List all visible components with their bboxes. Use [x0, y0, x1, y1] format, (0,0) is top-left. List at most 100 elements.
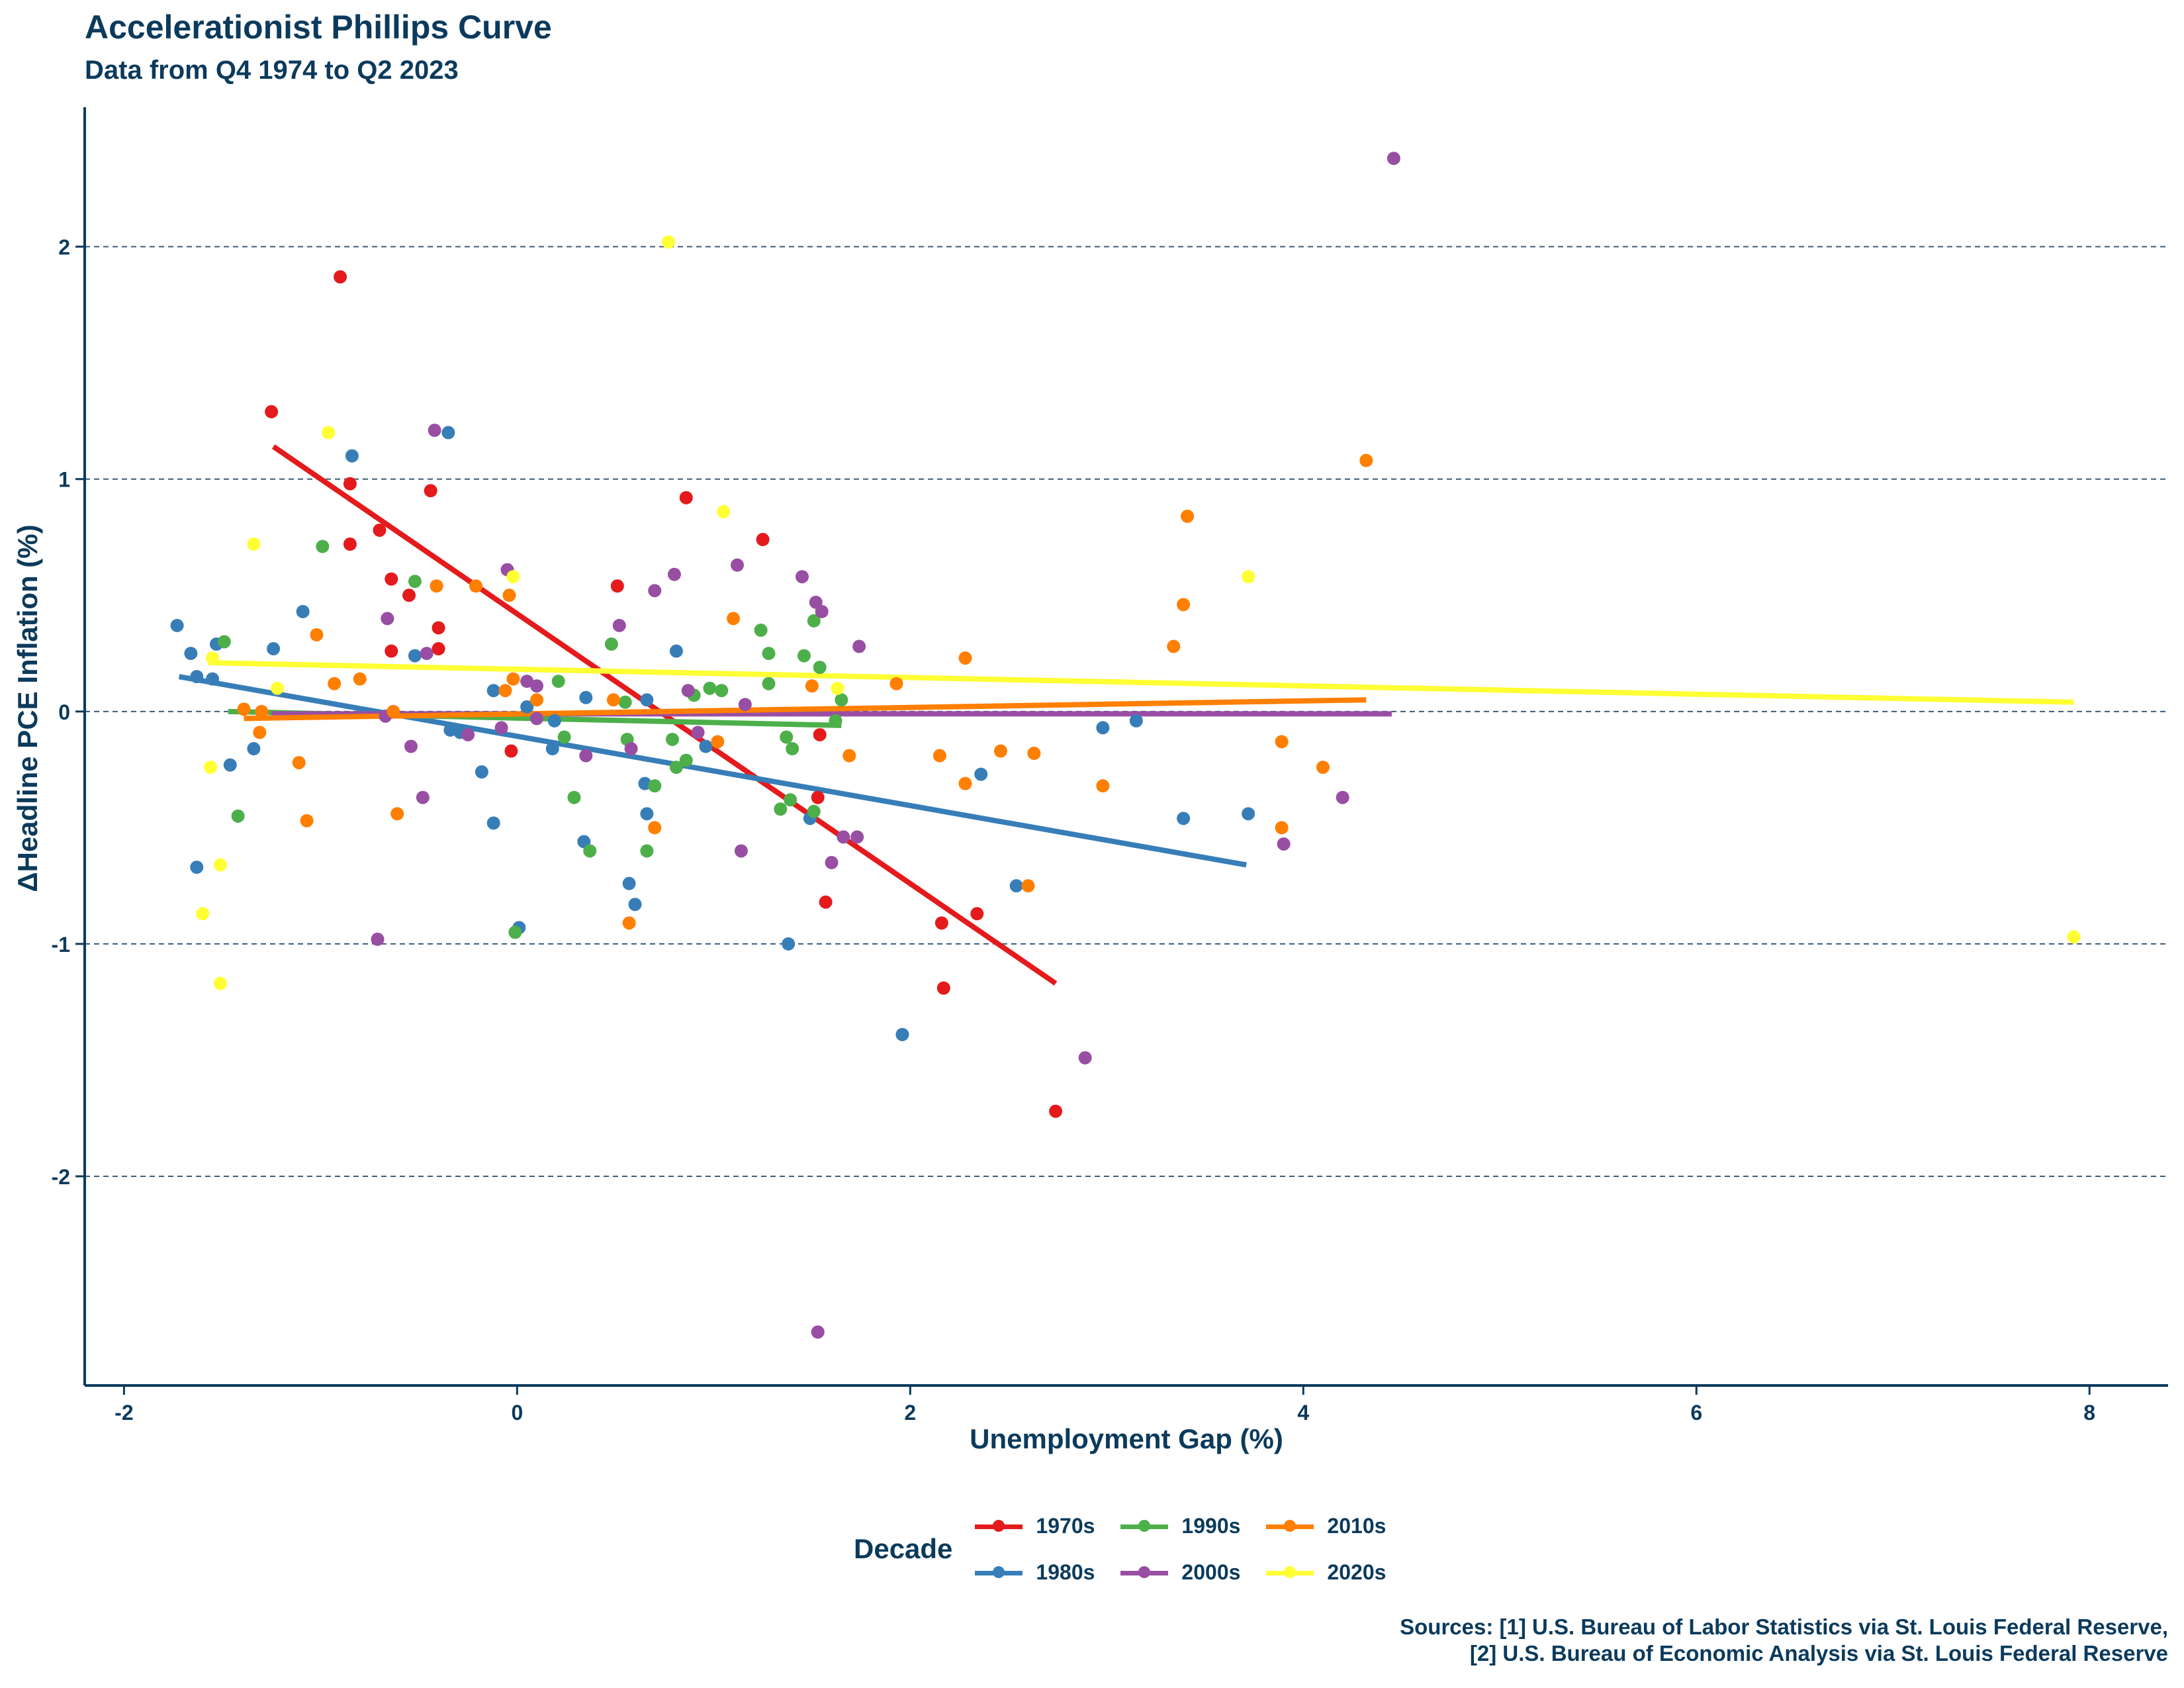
data-point [933, 749, 946, 763]
data-point [691, 726, 705, 739]
legend-swatch [1263, 1519, 1316, 1532]
axes [83, 107, 2168, 1387]
data-point [622, 916, 636, 930]
data-point [738, 698, 752, 712]
data-point [469, 579, 482, 593]
data-point [662, 235, 676, 249]
tick-labels: -2 -1 0 1 2 -2 0 2 4 6 8 [52, 236, 2096, 1425]
data-point [640, 693, 654, 707]
data-point [640, 844, 654, 858]
data-point [504, 744, 518, 758]
data-point [408, 649, 422, 663]
data-point [1336, 790, 1349, 804]
legend-label: 2000s [1181, 1560, 1241, 1584]
data-point [1096, 721, 1110, 735]
legend-item-2000s: 2000s [1118, 1549, 1263, 1595]
data-point [296, 604, 310, 618]
legend-item-2010s: 2010s [1263, 1503, 1409, 1549]
series-1980s-points [170, 426, 1255, 1041]
legend-items: 1970s 1980s 1990s 2000s 2010s 2020s [972, 1503, 1409, 1595]
data-point [811, 790, 825, 804]
x-tick-label: -2 [114, 1401, 133, 1425]
data-point [1387, 152, 1400, 165]
data-point [628, 898, 642, 912]
data-point [648, 779, 662, 793]
data-point [567, 790, 581, 804]
chart-subtitle: Data from Q4 1974 to Q2 2023 [85, 56, 459, 85]
legend-title: Decade [854, 1533, 953, 1564]
data-point [669, 761, 683, 774]
y-tick-label: -2 [52, 1165, 70, 1189]
data-point [247, 538, 261, 551]
data-point [852, 639, 866, 653]
data-point [780, 730, 794, 744]
data-point [213, 976, 227, 990]
trend-line-1980s [178, 674, 1247, 868]
source-line-2: [2] U.S. Bureau of Economic Analysis via… [1469, 1641, 2168, 1665]
data-point [679, 491, 693, 504]
data-point [390, 807, 404, 821]
data-point [2067, 930, 2081, 944]
data-point [387, 704, 400, 718]
data-point [974, 767, 988, 781]
data-point [612, 618, 626, 632]
series-2010s-points [237, 453, 1373, 930]
y-tick-label: 0 [58, 700, 70, 724]
data-point [786, 742, 799, 756]
data-point [373, 523, 387, 537]
data-point [557, 730, 571, 744]
legend-swatch [972, 1519, 1025, 1532]
data-point [831, 681, 844, 695]
data-point [807, 614, 821, 628]
data-point [1275, 821, 1289, 835]
data-point [610, 579, 624, 593]
data-point [583, 844, 597, 858]
legend-swatch [1118, 1566, 1171, 1579]
data-point [970, 907, 984, 921]
data-point [1049, 1104, 1063, 1118]
data-point [502, 588, 516, 602]
data-point [679, 753, 693, 767]
data-point [196, 907, 210, 921]
data-point [231, 809, 245, 823]
data-point [1277, 837, 1291, 851]
y-tick-label: -1 [52, 933, 70, 957]
data-point [648, 821, 662, 835]
data-point [247, 742, 261, 756]
data-point [717, 504, 731, 518]
data-point [328, 677, 341, 690]
data-point [486, 684, 500, 698]
data-point [889, 677, 903, 690]
data-point [784, 793, 797, 807]
data-point [494, 721, 508, 735]
data-point [1129, 714, 1143, 727]
data-point [432, 621, 445, 635]
data-point [1181, 509, 1195, 523]
data-point [271, 681, 285, 695]
data-point [322, 426, 336, 440]
data-point [402, 588, 416, 602]
legend-swatch [972, 1566, 1025, 1579]
data-point [618, 695, 632, 709]
chart-title: Accelerationist Phillips Curve [85, 9, 552, 46]
data-point [579, 690, 593, 704]
data-point [958, 651, 972, 665]
data-point [730, 558, 744, 572]
data-point [782, 937, 796, 951]
data-point [475, 765, 488, 779]
data-point [237, 702, 251, 716]
data-point [1359, 453, 1373, 467]
data-point [762, 677, 776, 690]
data-point [850, 830, 864, 844]
data-point [334, 270, 347, 284]
data-point [665, 732, 679, 746]
data-point [699, 739, 713, 753]
data-point [807, 804, 821, 818]
data-point [498, 684, 512, 698]
data-point [381, 612, 394, 626]
data-point [353, 672, 367, 686]
data-point [1177, 812, 1191, 825]
data-point [343, 538, 357, 551]
data-point [206, 672, 220, 686]
